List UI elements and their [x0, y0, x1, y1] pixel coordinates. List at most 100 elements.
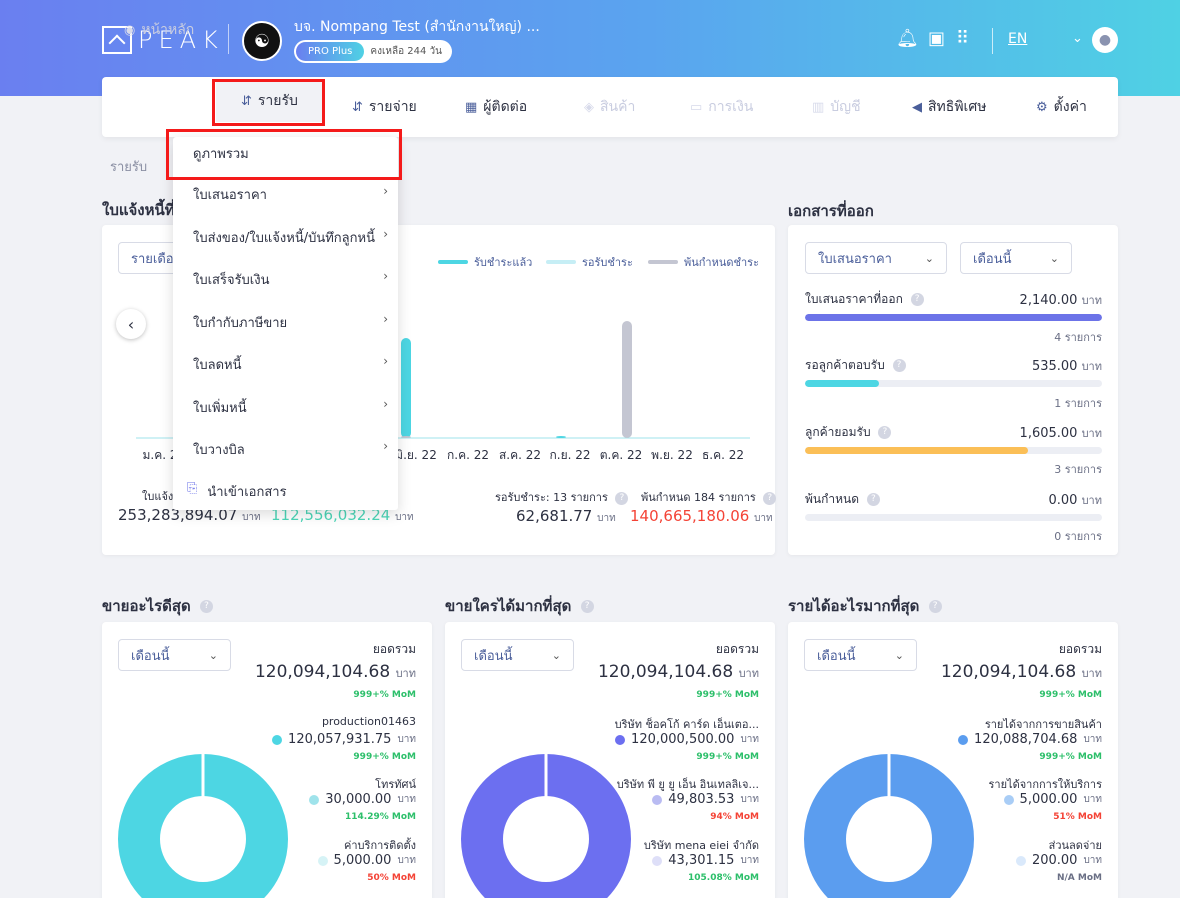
chart-bar[interactable] — [622, 321, 632, 438]
legend-dot — [317, 855, 328, 866]
nav-contacts[interactable]: ▦ ผู้ติดต่อ — [465, 99, 528, 115]
doc-row-count: 1 รายการ — [1054, 397, 1102, 410]
bottom-total-label: ยอดรวม — [372, 642, 416, 656]
legend-pending: รอรับชำระ — [546, 253, 633, 271]
documents-card — [788, 225, 1118, 555]
legend-dot — [652, 794, 663, 805]
doc-row-amount: 2,140.00 บาท — [1019, 293, 1102, 308]
help-icon[interactable]: ? — [763, 491, 777, 505]
menu-item-overview[interactable]: ดูภาพรวม — [193, 147, 249, 162]
bottom-item-mom: N/A MoM — [1056, 873, 1102, 883]
legend-dot — [1015, 855, 1026, 866]
company-name[interactable]: บจ. Nompang Test (สำนักงานใหญ่) ... — [294, 19, 540, 35]
bottom-item-value: 120,000,500.00 บาท — [615, 732, 759, 747]
document-period-select[interactable]: เดือนนี้ ⌄ — [960, 242, 1072, 274]
menu-item-debit-note[interactable]: ใบเพิ่มหนี้ › — [193, 397, 388, 416]
stat-total-value: 253,283,894.07 บาท — [118, 506, 261, 524]
doc-row-count: 0 รายการ — [1054, 530, 1102, 543]
menu-item-quotation[interactable]: ใบเสนอราคา › — [193, 184, 388, 203]
apps-grid-icon[interactable]: ⠿ — [956, 28, 970, 49]
bottom-item-mom: 51% MoM — [1053, 812, 1102, 822]
chevron-right-icon: › — [383, 439, 388, 453]
bottom-item-name: โทรทัศน์ — [375, 778, 416, 791]
doc-row-bar-fill — [805, 380, 880, 387]
chevron-left-icon: ‹ — [127, 314, 135, 334]
bottom-total-label: ยอดรวม — [715, 642, 759, 656]
nav-home[interactable]: ◉ หน้าหลัก — [124, 22, 195, 38]
bell-icon[interactable]: 🔔︎ — [896, 28, 919, 49]
nav-settings[interactable]: ⚙ ตั้งค่า — [1036, 99, 1087, 115]
menu-item-receipt[interactable]: ใบเสร็จรับเงิน › — [193, 269, 388, 288]
doc-row-bar-fill — [805, 447, 1028, 454]
chart-prev-button[interactable]: ‹ — [116, 309, 146, 339]
legend-overdue: พ้นกำหนดชำระ — [648, 253, 759, 271]
help-icon[interactable]: ? — [892, 359, 906, 372]
user-avatar[interactable]: ● — [1092, 27, 1118, 53]
bottom-card-title: ขายใครได้มากที่สุด ? — [445, 594, 594, 618]
income-icon: ⇵ — [241, 93, 252, 109]
help-icon[interactable]: ? — [200, 600, 214, 613]
bottom-period-select[interactable]: เดือนนี้ ⌄ — [118, 639, 231, 671]
bottom-item-name: รายได้จากการให้บริการ — [988, 778, 1103, 791]
book-icon[interactable]: ▣ — [928, 28, 946, 49]
doc-row-label: พ้นกำหนด ? — [805, 490, 880, 509]
chart-bar[interactable] — [401, 338, 411, 438]
help-icon[interactable]: ? — [928, 600, 942, 613]
menu-item-credit-note[interactable]: ใบลดหนี้ › — [193, 354, 388, 373]
chevron-right-icon: › — [383, 312, 388, 326]
menu-item-tax-invoice[interactable]: ใบกำกับภาษีขาย › — [193, 312, 388, 331]
chart-x-tick-label: มิ.ย. 22 — [395, 448, 437, 462]
company-avatar[interactable]: ☯ — [242, 21, 282, 61]
stat-overdue-value: 140,665,180.06 บาท — [630, 507, 773, 525]
nav-accounting[interactable]: ▥ บัญชี — [812, 99, 861, 115]
bottom-item-value: 5,000.00 บาท — [1003, 792, 1102, 807]
chart-bar[interactable] — [556, 436, 566, 438]
stat-pending-label: รอรับชำระ: 13 รายการ ? — [495, 488, 629, 506]
chart-x-tick-label: ก.ย. 22 — [549, 448, 591, 462]
bottom-item-name: บริษัท mena eiei จำกัด — [643, 839, 759, 852]
nav-privileges[interactable]: ◀ สิทธิพิเศษ — [912, 99, 987, 115]
help-icon[interactable]: ? — [580, 600, 594, 613]
menu-item-import[interactable]: ⎘ นำเข้าเอกสาร — [187, 481, 287, 500]
doc-row-amount: 1,605.00 บาท — [1019, 426, 1102, 441]
breadcrumb[interactable]: รายรับ — [110, 160, 148, 175]
menu-item-billing-note[interactable]: ใบวางบิล › — [193, 439, 388, 458]
chevron-right-icon: › — [383, 184, 388, 198]
doc-row-label: ใบเสนอราคาที่ออก ? — [805, 290, 924, 309]
chevron-right-icon: › — [383, 397, 388, 411]
bottom-item-name: รายได้จากการขายสินค้า — [984, 718, 1102, 731]
language-switch[interactable]: EN — [1008, 31, 1028, 47]
help-icon[interactable]: ? — [910, 293, 924, 306]
bottom-item-mom: 999+% MoM — [696, 752, 759, 762]
chevron-down-icon: ⌄ — [551, 648, 561, 662]
help-icon[interactable]: ? — [878, 426, 892, 439]
nav-income[interactable]: ⇵ รายรับ — [216, 80, 322, 122]
bottom-card-title: รายได้อะไรมากที่สุด ? — [788, 594, 942, 618]
chevron-down-icon: ⌄ — [208, 648, 218, 662]
bottom-period-select[interactable]: เดือนนี้ ⌄ — [461, 639, 574, 671]
legend-dot — [272, 734, 283, 745]
bottom-item-value: 120,057,931.75 บาท — [272, 732, 416, 747]
document-type-select[interactable]: ใบเสนอราคา ⌄ — [805, 242, 947, 274]
plan-pill[interactable]: PRO Plus คงเหลือ 244 วัน — [294, 40, 452, 63]
bottom-item-name: production01463 — [321, 715, 416, 728]
chevron-right-icon: › — [383, 269, 388, 283]
nav-product[interactable]: ◈ สินค้า — [584, 99, 636, 115]
nav-expense[interactable]: ⇵ รายจ่าย — [352, 99, 417, 115]
chevron-down-icon[interactable]: ⌄ — [1072, 31, 1083, 46]
legend-dot — [615, 734, 626, 745]
peak-logo[interactable]: PEAK — [102, 26, 224, 54]
stat-pending-value: 62,681.77 บาท — [516, 507, 616, 525]
bottom-item-value: 30,000.00 บาท — [309, 792, 416, 807]
menu-item-invoice[interactable]: ใบส่งของ/ใบแจ้งหนี้/บันทึกลูกหนี้ › — [193, 227, 388, 246]
bottom-period-select[interactable]: เดือนนี้ ⌄ — [804, 639, 917, 671]
help-icon[interactable]: ? — [866, 493, 880, 506]
bottom-card-title: ขายอะไรดีสุด ? — [102, 594, 214, 618]
bottom-total-value: 120,094,104.68 บาท — [254, 662, 416, 682]
plan-days-left: คงเหลือ 244 วัน — [370, 46, 443, 57]
nav-finance[interactable]: ▭ การเงิน — [690, 99, 754, 115]
bottom-donut-chart — [804, 754, 974, 898]
chart-bar[interactable] — [401, 436, 411, 438]
help-icon[interactable]: ? — [615, 491, 629, 505]
bottom-item-mom: 105.08% MoM — [688, 873, 759, 883]
